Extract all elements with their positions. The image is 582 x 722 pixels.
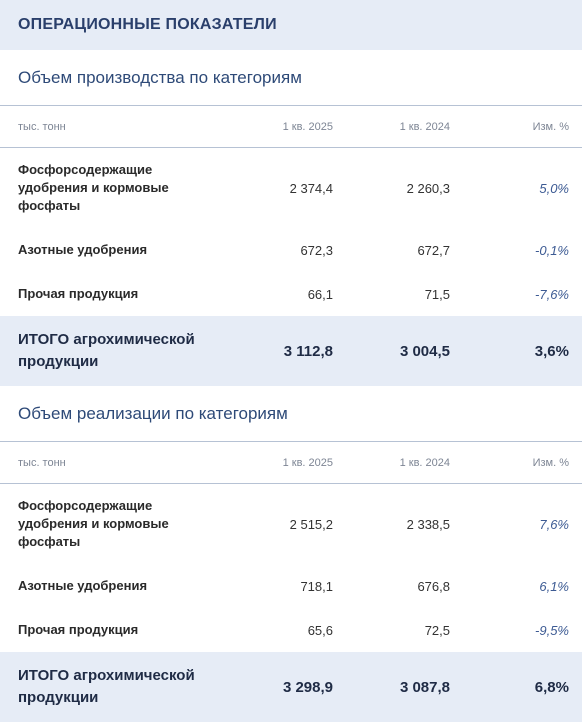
row-label: Прочая продукция xyxy=(18,286,139,301)
value-change: -9,5% xyxy=(535,622,569,638)
column-header-q1-2024: 1 кв. 2024 xyxy=(399,456,450,469)
value-q1-2025: 66,1 xyxy=(307,286,333,302)
value-q1-2025: 672,3 xyxy=(300,242,333,258)
column-header-units: тыс. тонн xyxy=(18,456,66,469)
row-label: Азотные удобрения xyxy=(18,578,148,593)
total-q1-2024: 3 004,5 xyxy=(399,342,450,360)
total-q1-2025: 3 298,9 xyxy=(282,678,333,696)
table-row: Прочая продукция 66,1 71,5 -7,6% xyxy=(0,272,582,316)
column-header-q1-2024: 1 кв. 2024 xyxy=(399,120,450,133)
value-q1-2025: 2 374,4 xyxy=(289,180,333,196)
value-q1-2024: 72,5 xyxy=(424,622,450,638)
table-row: Азотные удобрения 718,1 676,8 6,1% xyxy=(0,564,582,608)
total-label: ИТОГО агрохимической продукции xyxy=(18,667,195,706)
value-change: 5,0% xyxy=(539,180,569,196)
production-section: Объем производства по категориям тыс. то… xyxy=(0,50,582,386)
page-title: ОПЕРАЦИОННЫЕ ПОКАЗАТЕЛИ xyxy=(18,16,277,33)
value-change: -0,1% xyxy=(535,242,569,258)
column-header-change: Изм. % xyxy=(532,120,569,133)
row-label: Прочая продукция xyxy=(18,622,139,637)
value-q1-2024: 71,5 xyxy=(424,286,450,302)
column-header-q1-2025: 1 кв. 2025 xyxy=(282,120,333,133)
value-change: 7,6% xyxy=(539,516,569,532)
total-change: 6,8% xyxy=(534,678,569,696)
value-q1-2024: 676,8 xyxy=(417,578,450,594)
total-label: ИТОГО агрохимической продукции xyxy=(18,331,195,370)
value-q1-2025: 2 515,2 xyxy=(289,516,333,532)
row-label: Азотные удобрения xyxy=(18,242,148,257)
value-q1-2025: 718,1 xyxy=(300,578,333,594)
value-q1-2024: 672,7 xyxy=(417,242,450,258)
total-change: 3,6% xyxy=(534,342,569,360)
sales-section: Объем реализации по категориям тыс. тонн… xyxy=(0,386,582,722)
table-header-row: тыс. тонн 1 кв. 2025 1 кв. 2024 Изм. % xyxy=(0,106,582,148)
table-row: Прочая продукция 65,6 72,5 -9,5% xyxy=(0,608,582,652)
value-change: 6,1% xyxy=(539,578,569,594)
total-q1-2024: 3 087,8 xyxy=(399,678,450,696)
column-header-units: тыс. тонн xyxy=(18,120,66,133)
value-change: -7,6% xyxy=(535,286,569,302)
row-label: Фосфорсодержащие удобрения и кормовые фо… xyxy=(18,498,169,549)
column-header-q1-2025: 1 кв. 2025 xyxy=(282,456,333,469)
section-title: Объем производства по категориям xyxy=(0,50,582,106)
value-q1-2024: 2 260,3 xyxy=(406,180,450,196)
table-header-row: тыс. тонн 1 кв. 2025 1 кв. 2024 Изм. % xyxy=(0,442,582,484)
page-header: ОПЕРАЦИОННЫЕ ПОКАЗАТЕЛИ xyxy=(0,0,582,50)
table-row: Фосфорсодержащие удобрения и кормовые фо… xyxy=(0,484,582,564)
table-row: Фосфорсодержащие удобрения и кормовые фо… xyxy=(0,148,582,228)
value-q1-2024: 2 338,5 xyxy=(406,516,450,532)
total-row: ИТОГО агрохимической продукции 3 298,9 3… xyxy=(0,652,582,722)
total-row: ИТОГО агрохимической продукции 3 112,8 3… xyxy=(0,316,582,386)
value-q1-2025: 65,6 xyxy=(307,622,333,638)
total-q1-2025: 3 112,8 xyxy=(283,342,333,360)
table-row: Азотные удобрения 672,3 672,7 -0,1% xyxy=(0,228,582,272)
column-header-change: Изм. % xyxy=(532,456,569,469)
row-label: Фосфорсодержащие удобрения и кормовые фо… xyxy=(18,162,169,213)
section-title: Объем реализации по категориям xyxy=(0,386,582,442)
